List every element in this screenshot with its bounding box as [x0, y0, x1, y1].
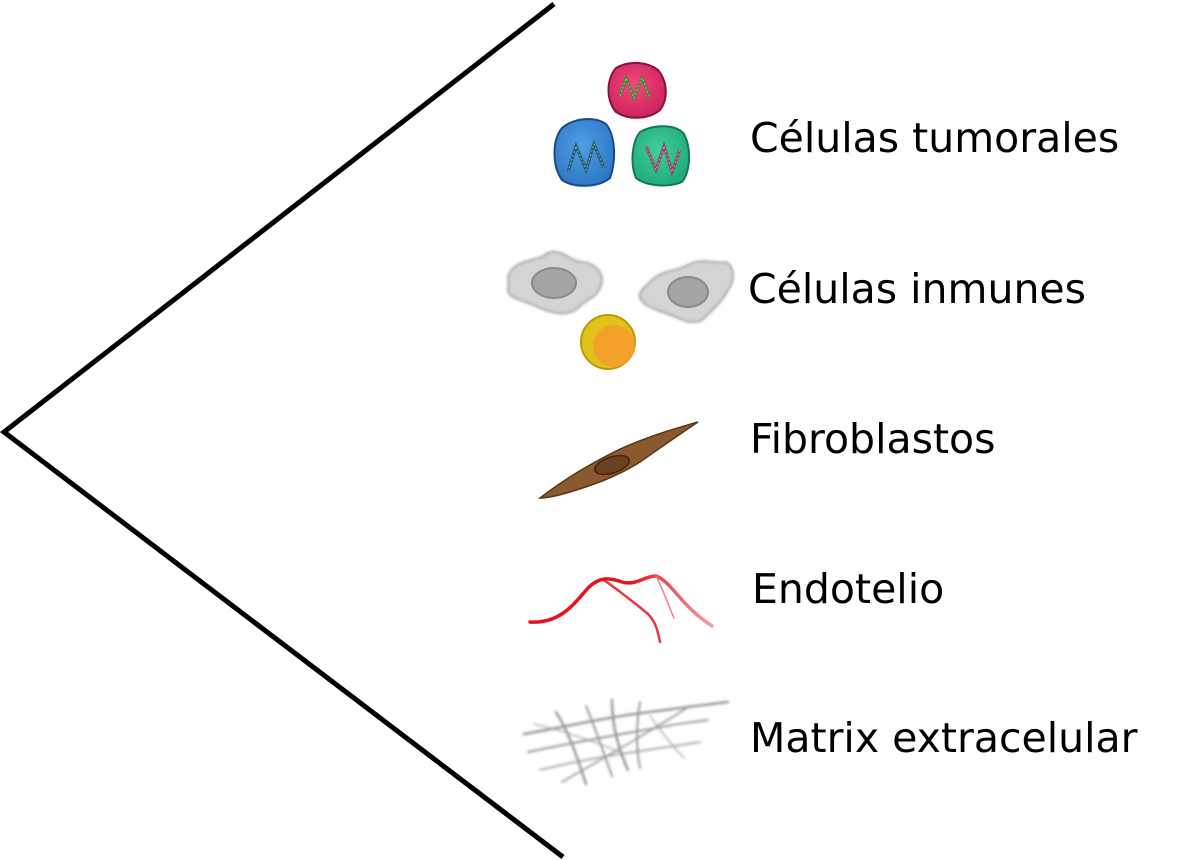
label-extracellular-matrix: Matrix extracelular — [750, 714, 1138, 762]
immune-cells-icon — [506, 250, 734, 370]
label-endothelium: Endotelio — [752, 565, 944, 613]
bracket-line — [0, 2, 565, 859]
tumor-cells-icon — [553, 62, 690, 187]
extracellular-matrix-icon — [522, 698, 730, 786]
label-immune-cells: Células inmunes — [748, 265, 1086, 313]
label-fibroblasts: Fibroblastos — [750, 415, 995, 463]
endothelium-icon — [528, 574, 714, 644]
fibroblast-icon — [537, 421, 699, 499]
label-tumor-cells: Células tumorales — [750, 114, 1119, 162]
